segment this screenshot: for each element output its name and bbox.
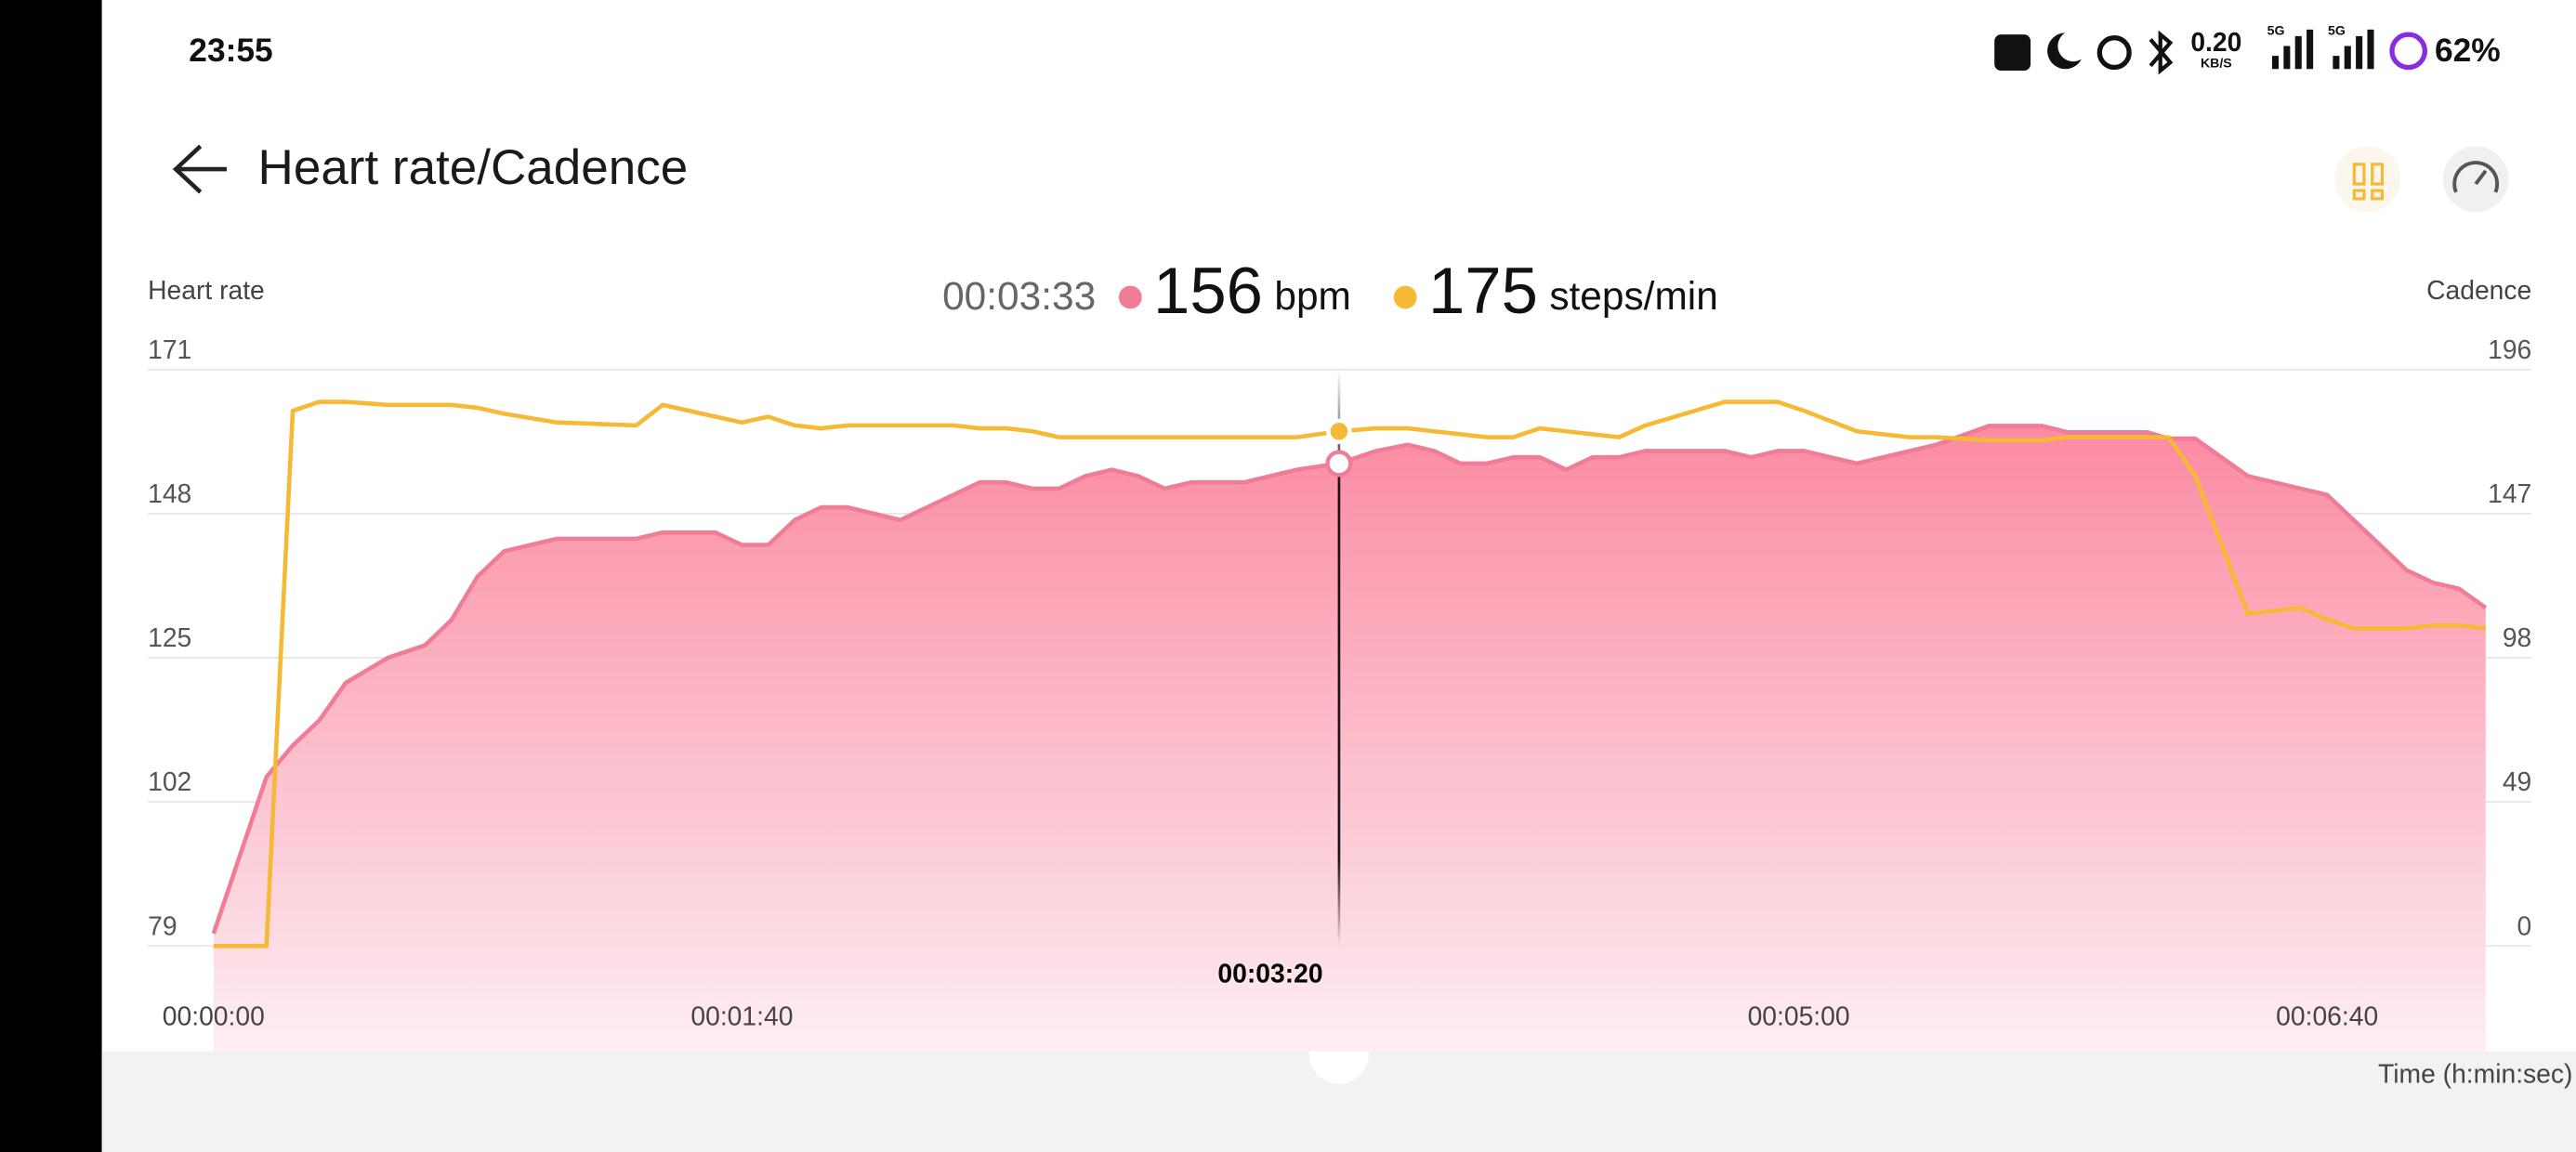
page-title: Heart rate/Cadence — [258, 140, 689, 195]
side-bar — [0, 0, 102, 1152]
x-tick-label: 00:05:00 — [1748, 1001, 1850, 1031]
pace-toggle[interactable] — [2442, 146, 2509, 213]
y2-tick-label: 147 — [2488, 478, 2531, 508]
y-axis-title: Heart rate — [148, 275, 265, 305]
network-type: 5G — [2328, 22, 2346, 37]
cadence-toggle[interactable] — [2334, 146, 2400, 213]
x-tick-label: 00:01:40 — [690, 1001, 793, 1031]
y-tick-label: 102 — [148, 766, 191, 796]
y2-tick-label: 196 — [2488, 334, 2531, 364]
signal-bar — [2307, 29, 2314, 70]
cursor-dot — [1325, 450, 1353, 478]
moon-icon — [2047, 33, 2082, 70]
alarm-icon — [2096, 35, 2132, 71]
series-line — [213, 399, 2487, 949]
battery-level: 62% — [2435, 33, 2501, 69]
legend-dot — [1393, 285, 1417, 309]
status-time: 23:55 — [189, 33, 272, 69]
x-tick-label: 00:03:20 — [1217, 959, 1322, 988]
y-tick-label: 148 — [148, 478, 191, 508]
signal-bar — [2294, 35, 2302, 70]
cursor-line — [1337, 369, 1341, 947]
y-tick-label: 79 — [148, 910, 177, 940]
bottom-panel — [101, 1018, 2576, 1152]
signal-bar — [2271, 56, 2280, 70]
y2-axis-title: Cadence — [2426, 275, 2531, 305]
readout-unit: steps/min — [1549, 274, 1717, 318]
status-icons — [1994, 29, 2428, 75]
network-speed: 0.20 — [2190, 27, 2241, 57]
series-line — [211, 424, 2488, 935]
readout-unit: bpm — [1274, 274, 1351, 318]
x-tick-label: 00:00:00 — [163, 1001, 265, 1031]
x-axis-title: Time (h:min:sec) — [2378, 1058, 2572, 1088]
y2-tick-label: 49 — [2503, 766, 2531, 796]
y2-tick-label: 98 — [2503, 622, 2531, 652]
signal-bar — [2344, 46, 2351, 70]
series-area — [213, 425, 2486, 1052]
legend-dot — [1118, 285, 1142, 309]
signal-bar — [2333, 56, 2340, 70]
back-button[interactable] — [172, 144, 227, 194]
cursor-dot — [1326, 418, 1352, 444]
signal-bar — [2283, 46, 2291, 70]
speedometer-icon — [2452, 161, 2500, 193]
x-tick-label: 00:06:40 — [2276, 1001, 2378, 1031]
readout-value: 156 — [1153, 254, 1263, 327]
signal-bar — [2356, 35, 2363, 70]
readout-value: 175 — [1428, 254, 1538, 327]
network-unit: KB/S — [2201, 56, 2232, 71]
network-type: 5G — [2267, 22, 2285, 37]
battery-ring — [2389, 32, 2428, 71]
footprint-icon — [2352, 163, 2384, 201]
y-tick-label: 125 — [148, 622, 191, 652]
y-tick-label: 171 — [148, 334, 191, 364]
bluetooth-icon — [2149, 30, 2174, 75]
y2-tick-label: 0 — [2517, 910, 2532, 940]
cursor-time: 00:03:33 — [942, 274, 1096, 318]
nfc-icon — [1994, 34, 2031, 72]
signal-bar — [2367, 29, 2374, 70]
